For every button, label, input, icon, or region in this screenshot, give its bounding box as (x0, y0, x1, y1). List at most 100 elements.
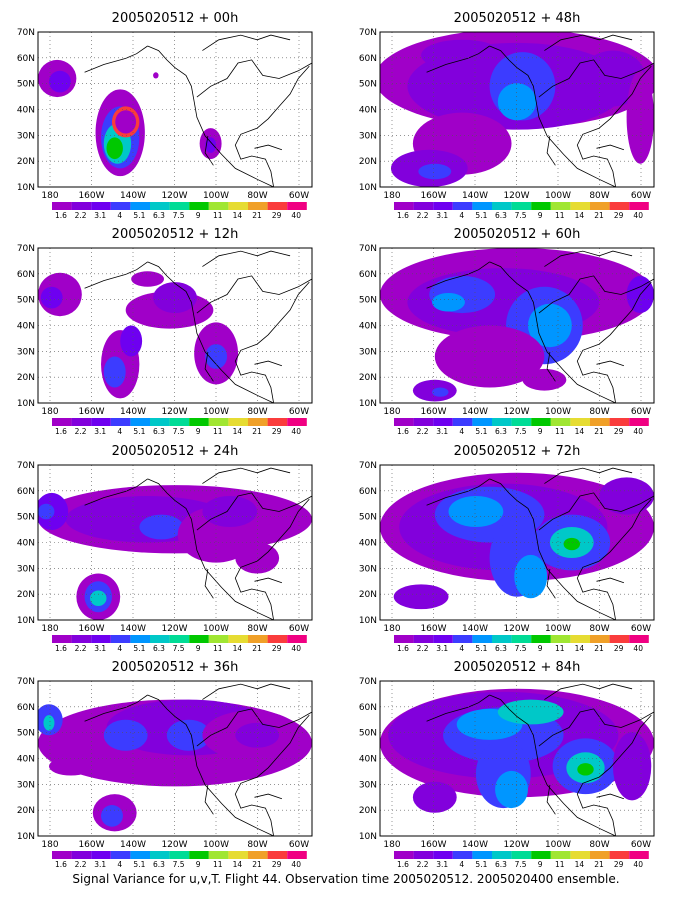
colorbar-label: 9 (196, 860, 201, 869)
longitude-label: 60W (631, 191, 651, 201)
colorbar: 1.6 2.2 3.1 4 5.1 6.3 7.5 9 11 14 21 29 40 (394, 635, 649, 653)
colorbar-swatch (287, 851, 307, 859)
variance-contour (153, 282, 197, 314)
colorbar-swatch (452, 851, 473, 859)
variance-field (38, 683, 312, 836)
coastline (426, 45, 490, 73)
colorbar-label: 4 (117, 860, 122, 869)
variance-contour (612, 732, 652, 801)
graticule (38, 681, 312, 836)
colorbar-swatch (629, 418, 649, 426)
colorbar-label: 1.6 (55, 427, 67, 436)
variance-field (38, 34, 312, 187)
coastline (426, 478, 490, 506)
coastline (489, 261, 616, 403)
colorbar-swatch (91, 635, 111, 643)
latitude-label: 20N (359, 590, 377, 600)
variance-contour (497, 83, 537, 121)
colorbar-label: 21 (252, 644, 262, 653)
colorbar-label: 11 (555, 860, 565, 869)
colorbar-label: 5.1 (475, 211, 487, 220)
colorbar-label: 1.6 (397, 860, 409, 869)
longitude-label: 120W (161, 840, 187, 850)
variance-contour (522, 368, 567, 391)
longitude-label: 180 (383, 624, 400, 634)
colorbar-label: 21 (252, 427, 262, 436)
colorbar-swatch (629, 851, 649, 859)
map-frame (379, 464, 655, 621)
map-frame (379, 31, 655, 188)
latitude-label: 60N (359, 487, 377, 497)
colorbar-label: 2.2 (75, 860, 87, 869)
latitude-label: 30N (359, 347, 377, 357)
variance-contour (432, 387, 449, 397)
latitude-label: 20N (17, 373, 35, 383)
colorbar-label: 14 (233, 427, 243, 436)
latitude-label: 50N (359, 729, 377, 739)
colorbar-swatch (91, 418, 111, 426)
colorbar-label: 40 (291, 644, 301, 653)
colorbar-swatch (433, 418, 453, 426)
colorbar-label: 4 (117, 211, 122, 220)
latitude-label: 30N (359, 780, 377, 790)
colorbar-label: 2.2 (417, 860, 429, 869)
longitude-label: 160W (78, 624, 104, 634)
panel-title: 2005020512 + 60h (454, 227, 581, 242)
latitude-label: 40N (359, 755, 377, 765)
colorbar-swatch (590, 418, 610, 426)
coastline (426, 261, 490, 289)
variance-contour (48, 756, 93, 776)
longitude-label: 80W (247, 840, 267, 850)
colorbar-label: 1.6 (397, 427, 409, 436)
longitude-label: 180 (383, 407, 400, 417)
colorbar-label: 21 (594, 211, 604, 220)
colorbar-swatch (150, 202, 170, 210)
longitude-label: 100W (545, 407, 571, 417)
longitude-label: 160W (420, 407, 446, 417)
graticule (380, 681, 654, 836)
variance-contour (577, 763, 594, 776)
variance-contour (103, 356, 126, 388)
latitude-label: 70N (359, 244, 377, 254)
colorbar-swatch (208, 202, 229, 210)
colorbar-swatch (130, 202, 150, 210)
colorbar-label: 29 (614, 427, 624, 436)
colorbar-swatch (472, 202, 492, 210)
latitude-label: 10N (17, 832, 35, 842)
longitude-label: 140W (120, 191, 146, 201)
variance-contour (106, 137, 123, 160)
colorbar-swatch (169, 418, 190, 426)
colorbar-swatch (52, 851, 72, 859)
colorbar-label: 4 (459, 427, 464, 436)
latitude-label: 20N (17, 806, 35, 816)
latitude-label: 10N (359, 832, 377, 842)
colorbar-label: 9 (538, 644, 543, 653)
latitude-label: 10N (17, 616, 35, 626)
variance-contour (434, 325, 545, 388)
colorbar-swatch (531, 202, 551, 210)
colorbar-label: 5.1 (133, 860, 145, 869)
coastline (538, 275, 654, 314)
colorbar-swatch (570, 202, 590, 210)
colorbar-swatch (629, 635, 649, 643)
colorbar-label: 7.5 (173, 644, 185, 653)
longitude-label: 100W (545, 624, 571, 634)
latitude-label: 70N (17, 677, 35, 687)
longitude-label: 180 (41, 191, 58, 201)
longitude-label: 60W (289, 407, 309, 417)
colorbar-swatch (189, 418, 209, 426)
colorbar-label: 40 (291, 427, 301, 436)
variance-contour (166, 719, 211, 751)
colorbar-label: 11 (213, 860, 223, 869)
colorbar-label: 9 (538, 860, 543, 869)
colorbar-label: 14 (233, 644, 243, 653)
colorbar-swatch (110, 851, 131, 859)
latitude-label: 60N (17, 54, 35, 64)
latitude-label: 60N (17, 487, 35, 497)
coastline (596, 793, 625, 800)
variance-contour (48, 70, 71, 93)
map-frame (37, 31, 313, 188)
colorbar-label: 4 (117, 427, 122, 436)
latitude-label: 70N (17, 244, 35, 254)
figure-canvas: 2005020512 + 00h 70N 60N 50N 40N 30N 20N 10N 180… (17, 11, 655, 869)
